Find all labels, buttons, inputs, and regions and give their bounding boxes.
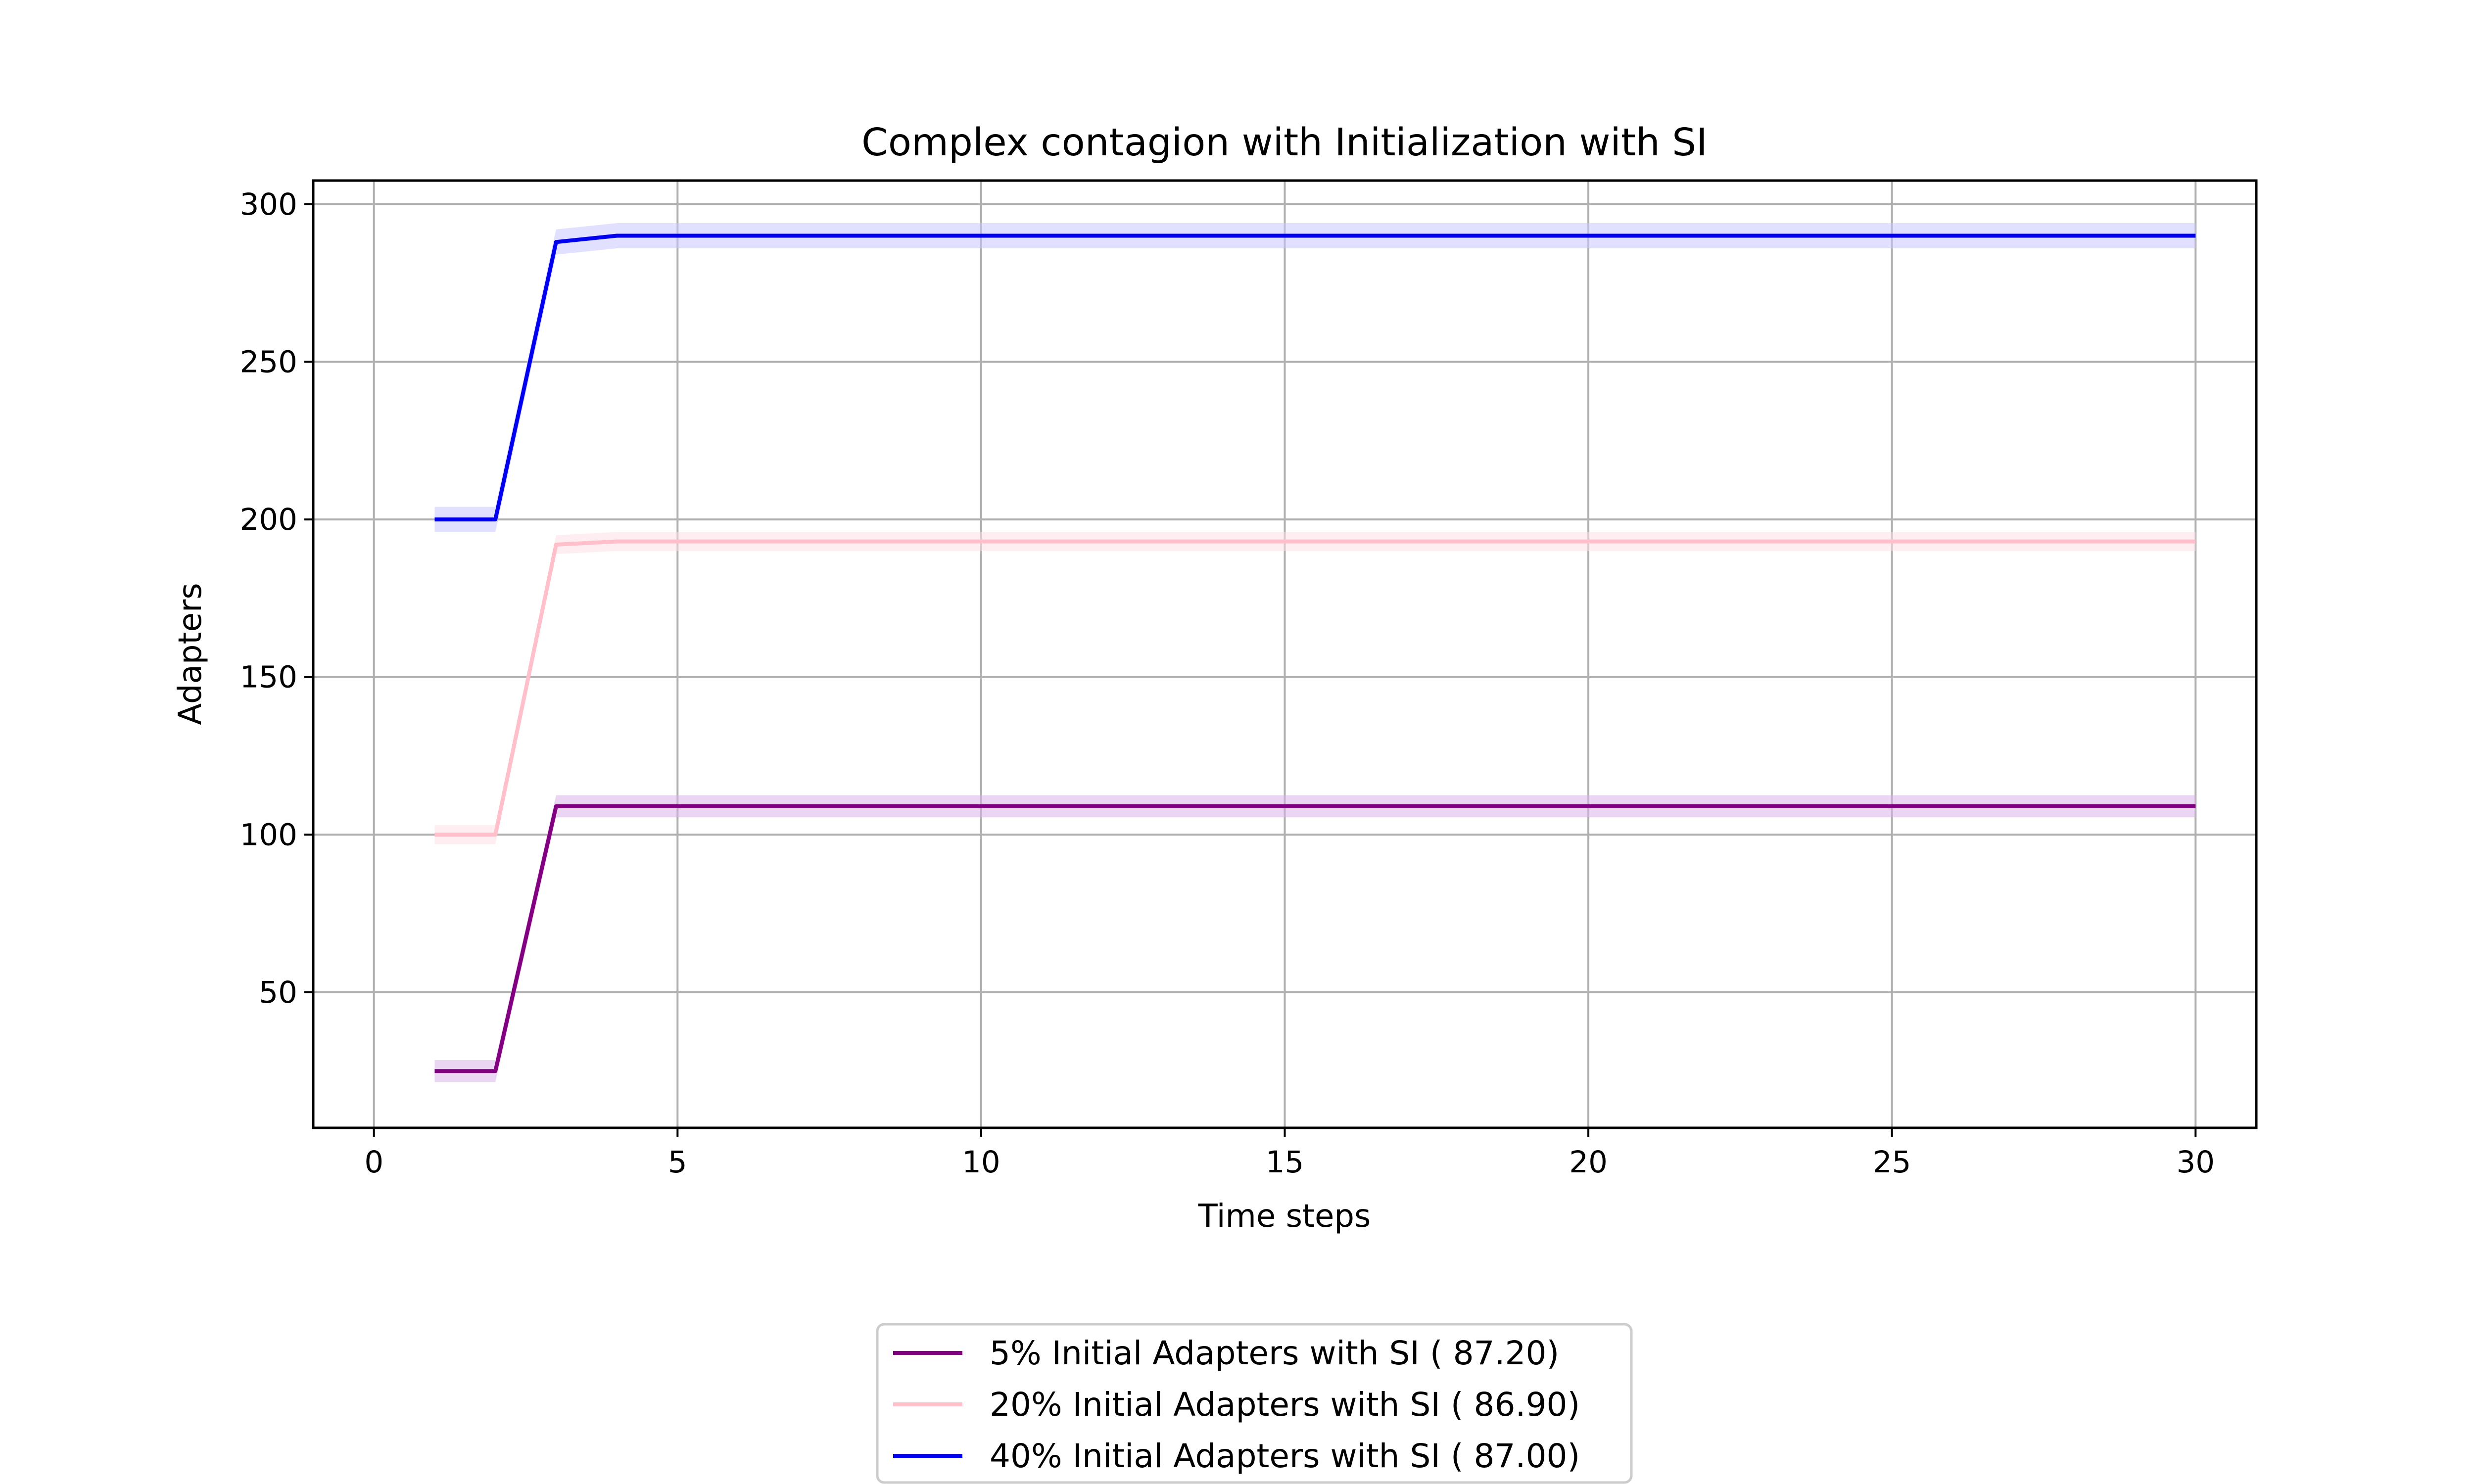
y-axis-label: Adapters [172,583,209,725]
confidence-bands [434,223,2196,1082]
x-axis-label: Time steps [1198,1198,1371,1235]
x-tick-label: 20 [1569,1145,1608,1180]
grid [313,181,2256,1128]
y-tick-label: 250 [240,344,297,379]
x-tick-label: 10 [962,1145,1000,1180]
x-tick-label: 0 [364,1145,383,1180]
y-tick-label: 100 [240,817,297,852]
band-series-3 [434,223,2196,532]
y-tick-label: 200 [240,502,297,537]
line-series-2 [434,539,2196,837]
y-tick-label: 50 [259,975,297,1010]
legend-box [876,1323,1633,1484]
series-lines [434,233,2196,1073]
x-axis-ticks: 0 5 10 15 20 25 30 [364,1128,2215,1180]
x-tick-label: 15 [1266,1145,1304,1180]
legend-label-1: 5% Initial Adapters with SI ( 87.20) [990,1334,1559,1372]
y-tick-label: 150 [240,660,297,695]
y-axis-ticks: 50 100 150 200 250 300 [240,187,313,1010]
legend: 5% Initial Adapters with SI ( 87.20) 20% … [876,1323,1633,1484]
line-series-3 [434,233,2196,522]
band-series-1 [434,795,2196,1082]
x-tick-label: 25 [1873,1145,1911,1180]
legend-label-2: 20% Initial Adapters with SI ( 86.90) [990,1386,1580,1424]
x-tick-label: 5 [668,1145,687,1180]
chart-title: Complex contagion with Initialization wi… [861,121,1708,165]
x-tick-label: 30 [2176,1145,2215,1180]
y-tick-label: 300 [240,187,297,222]
legend-label-3: 40% Initial Adapters with SI ( 87.00) [990,1437,1580,1475]
line-series-1 [434,804,2196,1073]
